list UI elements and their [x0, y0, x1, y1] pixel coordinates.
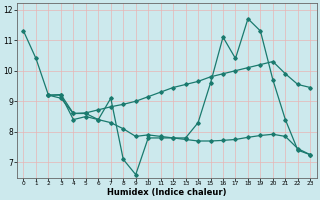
X-axis label: Humidex (Indice chaleur): Humidex (Indice chaleur) [107, 188, 227, 197]
